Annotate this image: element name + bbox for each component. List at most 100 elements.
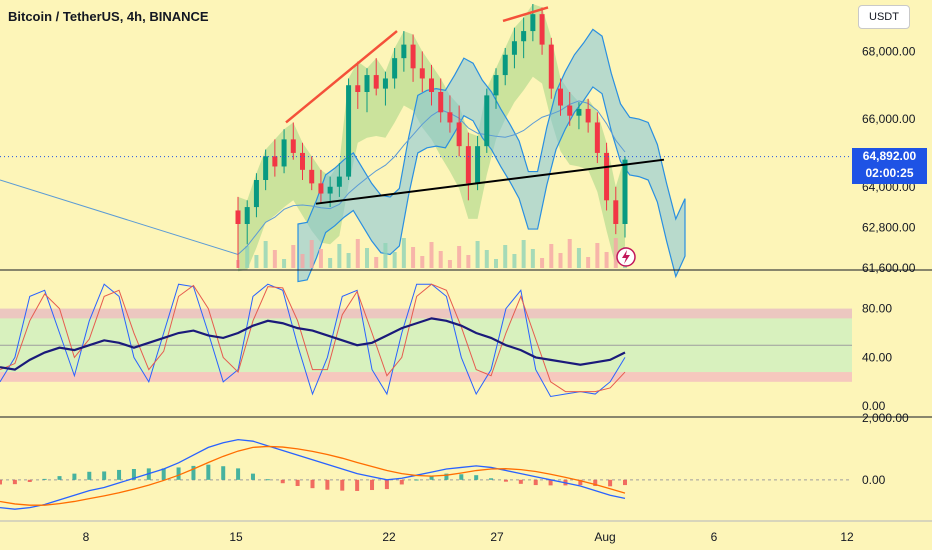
candle-body bbox=[253, 180, 259, 208]
candle-body bbox=[521, 31, 527, 42]
macd-histogram-bar bbox=[578, 479, 583, 486]
volume-bar bbox=[457, 246, 462, 268]
volume-bar bbox=[494, 259, 498, 268]
volume-bar bbox=[282, 259, 287, 268]
signal-line bbox=[0, 445, 626, 506]
volume-bar bbox=[438, 251, 443, 268]
macd-histogram-bar bbox=[429, 475, 434, 480]
neckline bbox=[315, 158, 665, 205]
macd-histogram-bar bbox=[295, 479, 300, 486]
time-tick-label: 6 bbox=[711, 530, 718, 544]
volume-bar bbox=[355, 239, 360, 268]
macd-histogram-bar bbox=[191, 465, 196, 480]
macd-histogram-bar bbox=[548, 479, 553, 486]
macd-histogram-bar bbox=[474, 475, 479, 480]
volume-bar bbox=[512, 254, 517, 268]
candle-body bbox=[438, 92, 444, 113]
candle-body bbox=[309, 169, 315, 184]
candle-body bbox=[613, 200, 619, 224]
macd-histogram-bar bbox=[593, 479, 598, 486]
volume-bar bbox=[558, 253, 563, 268]
volume-bar bbox=[530, 249, 535, 268]
candle-body bbox=[567, 105, 573, 116]
volume-bar bbox=[346, 253, 351, 268]
stoch-d-line bbox=[0, 283, 626, 393]
oscillator-tick-label: 40.00 bbox=[862, 350, 892, 364]
macd-histogram-bar bbox=[250, 473, 255, 480]
volume-bar bbox=[586, 257, 591, 268]
candle-countdown: 02:00:25 bbox=[865, 166, 914, 180]
volume-bar bbox=[466, 255, 471, 268]
volume-bar bbox=[549, 244, 554, 268]
candle-body bbox=[604, 152, 610, 201]
volume-bar bbox=[447, 260, 452, 268]
macd-histogram-bar bbox=[72, 473, 77, 480]
oscillator-tick-label: 0.00 bbox=[862, 399, 886, 413]
candle-body bbox=[401, 44, 407, 59]
candle-body bbox=[327, 186, 333, 194]
macd-histogram-bar bbox=[265, 479, 270, 481]
macd-histogram-bar bbox=[459, 474, 464, 480]
candle-body bbox=[336, 176, 342, 187]
volume-bar bbox=[595, 243, 600, 268]
macd-histogram-bar bbox=[280, 479, 285, 484]
macd-histogram-bar bbox=[399, 479, 404, 485]
candle-body bbox=[585, 108, 591, 123]
volume-bar bbox=[245, 246, 250, 268]
candle-body bbox=[548, 44, 554, 89]
volume-bar bbox=[328, 258, 333, 268]
last-price-value: 64,892.00 bbox=[862, 149, 917, 163]
candle-body bbox=[300, 152, 305, 170]
candle-body bbox=[392, 58, 398, 79]
chart-title: Bitcoin / TetherUS, 4h, BINANCE bbox=[8, 9, 209, 24]
macd-histogram-bar bbox=[310, 479, 315, 489]
candle-body bbox=[594, 122, 600, 153]
macd-histogram-bar bbox=[623, 479, 627, 486]
macd-histogram-bar bbox=[608, 479, 613, 487]
volume-bar bbox=[263, 241, 268, 268]
candle-body bbox=[318, 183, 324, 194]
candle-body bbox=[475, 146, 481, 184]
flash-icon bbox=[622, 250, 630, 264]
volume-bar bbox=[272, 250, 277, 268]
volume-bar bbox=[604, 252, 609, 268]
volume-bar bbox=[300, 254, 305, 268]
volume-bar bbox=[429, 242, 434, 268]
candle-body bbox=[502, 54, 508, 76]
candle-body bbox=[465, 146, 471, 184]
macd-line bbox=[0, 438, 626, 510]
candle-body bbox=[373, 75, 379, 89]
candle-body bbox=[456, 122, 462, 147]
macd-histogram-bar bbox=[533, 479, 538, 486]
time-tick-label: 15 bbox=[229, 530, 243, 544]
candle-body bbox=[355, 85, 361, 92]
currency-selector[interactable]: USDT bbox=[858, 5, 910, 29]
oscillator-band bbox=[0, 308, 852, 319]
candle-body bbox=[576, 108, 582, 116]
macd-tick-label: 2,000.00 bbox=[862, 411, 909, 425]
candle-body bbox=[484, 95, 490, 147]
moving-average-line bbox=[0, 100, 626, 256]
candle-body bbox=[622, 159, 628, 224]
macd-histogram-bar bbox=[12, 479, 17, 485]
candle-body bbox=[511, 41, 517, 55]
volume-bar bbox=[521, 240, 526, 268]
macd-histogram-bar bbox=[0, 479, 2, 485]
volume-bar bbox=[374, 257, 379, 268]
candle-body bbox=[364, 75, 370, 92]
candle-body bbox=[346, 85, 352, 177]
macd-histogram-bar bbox=[340, 479, 345, 491]
macd-histogram-bar bbox=[131, 469, 136, 480]
oscillator-band bbox=[0, 372, 852, 382]
macd-histogram-bar bbox=[117, 469, 122, 480]
volume-bar bbox=[309, 240, 314, 268]
volume-bar bbox=[540, 258, 545, 268]
time-tick-label: 22 bbox=[382, 530, 396, 544]
volume-bar bbox=[401, 238, 406, 268]
last-price-tag: 64,892.00 02:00:25 bbox=[852, 148, 927, 184]
candle-body bbox=[382, 78, 388, 89]
time-tick-label: 27 bbox=[490, 530, 504, 544]
macd-histogram-bar bbox=[325, 479, 330, 490]
macd-histogram-bar bbox=[161, 468, 166, 480]
